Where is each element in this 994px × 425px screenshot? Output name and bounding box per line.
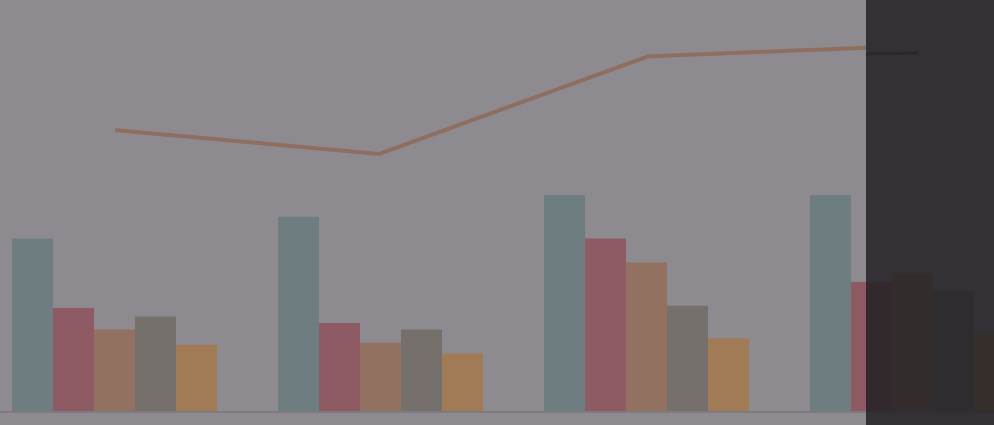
bar-series-1-group-4 (810, 195, 851, 412)
bar-series-2-group-1 (53, 307, 94, 412)
bar-series-5-group-3 (708, 338, 749, 412)
bar-series-1-group-1 (12, 238, 53, 412)
bar-series-5-group-2 (442, 353, 483, 412)
bar-series-4-group-2 (401, 329, 442, 412)
bar-series-2-group-2 (319, 323, 360, 412)
bar-series-1-group-3 (544, 195, 585, 412)
bar-series-3-group-2 (360, 342, 401, 412)
trend-line-tail (865, 51, 919, 56)
bar-series-3-group-1 (94, 329, 135, 412)
dark-overlay-panel (866, 0, 994, 425)
bar-series-1-group-2 (278, 216, 319, 412)
bars (12, 195, 994, 412)
bar-series-4-group-1 (135, 316, 176, 412)
trend-line (114, 45, 867, 156)
bar-series-3-group-3 (626, 262, 667, 412)
bar-series-4-group-3 (667, 305, 708, 412)
bar-series-5-group-1 (176, 344, 217, 412)
bar-series-2-group-3 (585, 238, 626, 412)
